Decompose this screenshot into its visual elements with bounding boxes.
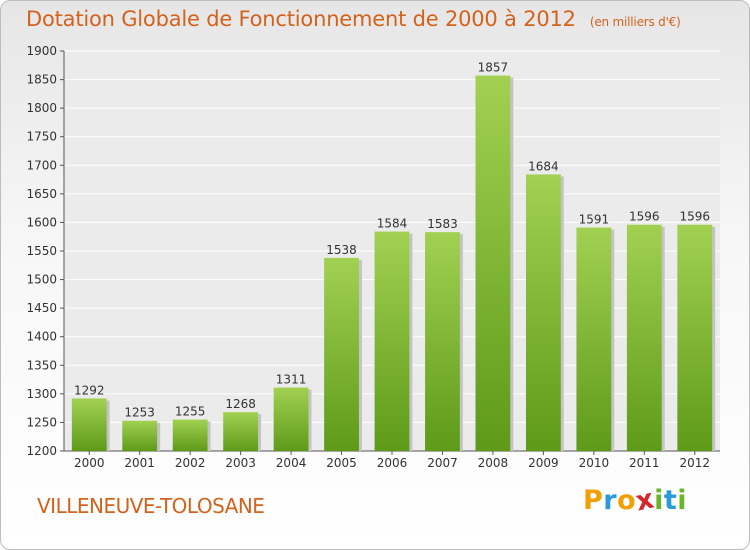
logo-letter: i xyxy=(677,485,688,516)
y-tick-label: 1550 xyxy=(26,244,57,258)
x-tick-label: 2011 xyxy=(629,456,660,470)
chart-title: Dotation Globale de Fonctionnement de 20… xyxy=(26,7,681,31)
x-tick-label: 2000 xyxy=(74,456,105,470)
data-label: 1253 xyxy=(124,406,155,420)
y-tick-label: 1750 xyxy=(26,130,57,144)
logo-letter: t xyxy=(663,485,678,516)
data-label: 1583 xyxy=(427,217,458,231)
data-label: 1584 xyxy=(377,217,408,231)
commune-name: VILLENEUVE-TOLOSANE xyxy=(37,494,265,518)
bar-2007 xyxy=(425,232,460,451)
bar-2001 xyxy=(122,420,158,451)
x-tick-label: 2002 xyxy=(175,456,206,470)
x-tick-label: 2009 xyxy=(528,456,559,470)
x-tick-label: 2007 xyxy=(427,456,458,470)
y-tick-label: 1800 xyxy=(26,101,57,115)
data-label: 1255 xyxy=(175,405,206,419)
bar-2002 xyxy=(172,419,208,451)
y-tick-label: 1600 xyxy=(26,215,57,229)
data-label: 1292 xyxy=(74,383,105,397)
bar-2010 xyxy=(576,227,612,451)
data-label: 1596 xyxy=(629,210,660,224)
data-label: 1684 xyxy=(528,159,559,173)
logo-letter: i xyxy=(654,485,664,516)
y-tick-label: 1400 xyxy=(26,330,57,344)
data-label: 1591 xyxy=(579,213,610,227)
data-label: 1596 xyxy=(679,210,710,224)
proxiti-logo: Proxiti xyxy=(583,483,688,517)
bar-2000 xyxy=(71,398,107,451)
data-label: 1538 xyxy=(326,243,357,257)
data-label: 1857 xyxy=(478,61,509,75)
y-tick-label: 1900 xyxy=(26,44,57,58)
y-tick-label: 1450 xyxy=(26,301,57,315)
x-tick-label: 2008 xyxy=(478,456,509,470)
logo-letter: r xyxy=(603,485,618,516)
logo-letter: P xyxy=(583,485,604,516)
x-tick-label: 2005 xyxy=(326,456,357,470)
chart-unit: (en milliers d'€) xyxy=(589,15,681,29)
bar-2012 xyxy=(677,224,713,451)
x-tick-label: 2012 xyxy=(679,456,710,470)
x-tick-label: 2006 xyxy=(377,456,408,470)
x-tick-label: 2003 xyxy=(225,456,256,470)
x-tick-label: 2004 xyxy=(276,456,307,470)
bar-2011 xyxy=(626,224,662,451)
y-tick-label: 1300 xyxy=(26,387,57,401)
data-label: 1311 xyxy=(276,373,307,387)
chart-title-text: Dotation Globale de Fonctionnement de 20… xyxy=(26,7,576,31)
y-tick-label: 1350 xyxy=(26,358,57,372)
data-label: 1268 xyxy=(225,397,256,411)
bar-2008 xyxy=(475,75,511,452)
y-tick-label: 1500 xyxy=(26,273,57,287)
y-tick-label: 1250 xyxy=(26,415,57,429)
x-tick-label: 2001 xyxy=(124,456,155,470)
y-tick-label: 1200 xyxy=(26,444,57,458)
bar-2009 xyxy=(525,174,561,451)
x-tick-label: 2010 xyxy=(579,456,610,470)
y-tick-label: 1700 xyxy=(26,158,57,172)
bar-2005 xyxy=(324,257,359,451)
bar-2003 xyxy=(223,412,259,451)
y-tick-label: 1650 xyxy=(26,187,57,201)
y-tick-label: 1850 xyxy=(26,73,57,87)
logo-letter: o xyxy=(617,485,637,516)
bar-2006 xyxy=(374,231,410,451)
bar-2004 xyxy=(273,387,309,451)
